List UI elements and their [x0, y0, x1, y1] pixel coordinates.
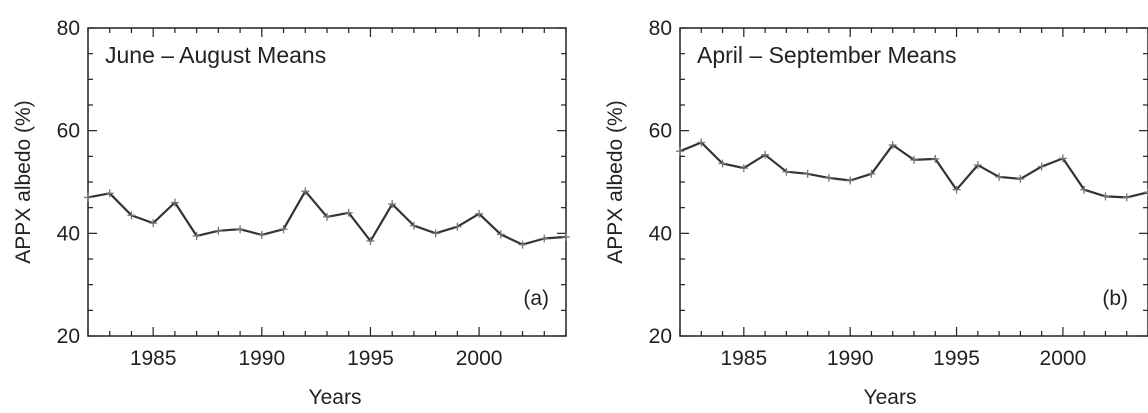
y-tick-label: 20	[649, 325, 672, 348]
x-tick-label: 1985	[130, 347, 177, 370]
data-point-marker	[1016, 174, 1025, 183]
y-tick-label: 40	[57, 222, 80, 245]
y-tick-label: 20	[57, 325, 80, 348]
y-axis-title: APPX albedo (%)	[604, 100, 627, 263]
data-point-marker	[995, 172, 1004, 181]
panel-label: (b)	[1102, 287, 1128, 310]
data-point-marker	[214, 226, 223, 235]
data-point-marker	[279, 225, 288, 234]
data-point-marker	[388, 200, 397, 209]
data-point-marker	[952, 185, 961, 194]
x-tick-label: 2000	[456, 347, 503, 370]
data-point-marker	[301, 187, 310, 196]
data-point-marker	[192, 231, 201, 240]
data-point-marker	[562, 232, 570, 241]
data-point-marker	[236, 225, 245, 234]
panel-a: 20 40 60 80 1985 1990 1995 2000 Years APPX albedo…	[12, 17, 570, 409]
y-tick-label: 40	[649, 222, 672, 245]
data-point-marker	[453, 222, 462, 231]
y-tick-label: 60	[649, 120, 672, 143]
x-tick-label: 1995	[933, 347, 980, 370]
panel-b: 20 40 60 80 1985 1990 1995 2000 Years APPX albedo…	[604, 17, 1148, 409]
data-point-marker	[973, 161, 982, 170]
data-point-marker	[1058, 154, 1067, 163]
data-point-marker	[803, 169, 812, 178]
data-point-marker	[127, 211, 136, 220]
data-point-marker	[697, 138, 706, 147]
data-point-marker	[1144, 188, 1148, 197]
data-point-marker	[931, 154, 940, 163]
x-tick-label: 1985	[720, 347, 767, 370]
data-point-marker	[782, 167, 791, 176]
y-tick-label: 80	[649, 17, 672, 40]
data-point-marker	[867, 169, 876, 178]
x-tick-label: 2000	[1040, 347, 1087, 370]
data-point-marker	[323, 212, 331, 221]
data-point-marker	[366, 237, 375, 246]
data-point-marker	[170, 198, 179, 207]
data-point-marker	[1122, 193, 1131, 202]
data-point-marker	[540, 234, 549, 243]
y-axis-title: APPX albedo (%)	[12, 100, 35, 263]
data-point-marker	[344, 208, 353, 217]
y-tick-label: 60	[57, 120, 80, 143]
data-point-marker	[1080, 185, 1089, 194]
data-point-marker	[824, 173, 833, 182]
data-point-marker	[739, 164, 748, 173]
data-point-marker	[409, 221, 418, 230]
data-point-marker	[257, 230, 266, 239]
x-axis-title: Years	[309, 386, 362, 409]
data-point-marker	[475, 209, 484, 218]
panel-title: April – September Means	[697, 42, 957, 68]
data-point-marker	[676, 147, 684, 156]
data-point-marker	[761, 150, 770, 159]
x-tick-label: 1990	[827, 347, 874, 370]
x-tick-label: 1995	[347, 347, 394, 370]
data-point-marker	[1037, 162, 1046, 171]
data-point-marker	[910, 155, 918, 164]
x-tick-label: 1990	[238, 347, 285, 370]
data-point-marker	[84, 193, 92, 202]
data-point-marker	[105, 189, 114, 198]
data-point-marker	[718, 159, 727, 168]
data-point-marker	[888, 141, 897, 150]
x-axis-title: Years	[864, 386, 917, 409]
data-point-marker	[518, 240, 527, 249]
plot-frame	[87, 27, 567, 337]
data-point-marker	[846, 176, 855, 185]
panel-title: June – August Means	[105, 42, 326, 68]
data-point-marker	[496, 230, 505, 239]
data-point-marker	[431, 229, 440, 238]
panel-label: (a)	[523, 287, 549, 310]
y-tick-label: 80	[57, 17, 80, 40]
data-point-marker	[1101, 192, 1110, 201]
data-point-marker	[149, 219, 158, 228]
series-line	[679, 141, 1148, 199]
